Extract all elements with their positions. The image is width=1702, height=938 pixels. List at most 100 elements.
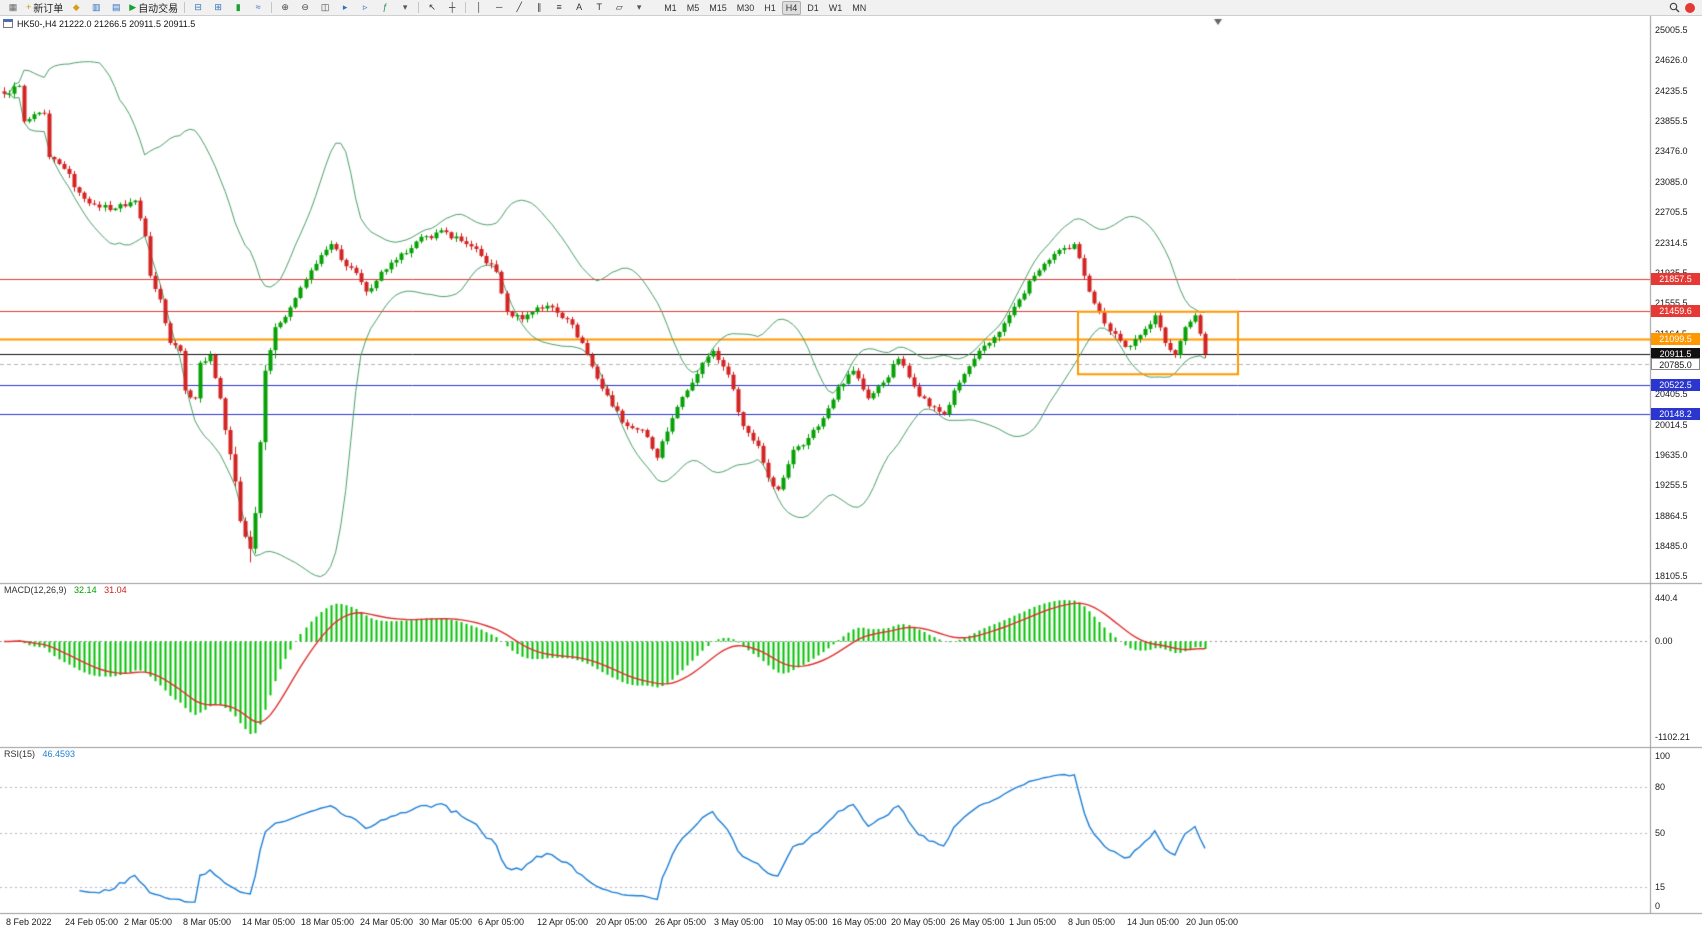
tile-vertical-icon[interactable]: ⊞ xyxy=(208,0,228,16)
price-tick: 18485.0 xyxy=(1655,540,1688,551)
shapes-dropdown-icon[interactable]: ▾ xyxy=(629,0,649,16)
timeframe-button-m30[interactable]: M30 xyxy=(736,2,755,13)
macd-indicator-label: MACD(12,26,9) 32.14 31.04 xyxy=(4,585,127,595)
timeframe-button-w1[interactable]: W1 xyxy=(828,2,843,13)
price-tick: 20014.5 xyxy=(1655,419,1688,430)
timeframe-button-mn[interactable]: MN xyxy=(852,2,867,13)
text-tool-button-glyph: A xyxy=(576,2,583,12)
price-tick: 23855.5 xyxy=(1655,116,1688,126)
price-axis[interactable] xyxy=(1650,16,1702,913)
indicators-dropdown-icon[interactable]: ▾ xyxy=(395,0,415,16)
zoom-in-icon-glyph: ⊕ xyxy=(281,2,289,12)
price-level-badge: 21099.5 xyxy=(1651,333,1700,346)
price-tick: 24626.0 xyxy=(1655,55,1688,66)
time-label: 8 Mar 05:00 xyxy=(183,917,232,927)
time-axis[interactable] xyxy=(0,913,1650,933)
rsi-name: RSI(15) xyxy=(4,749,36,759)
timeframe-button-m15[interactable]: M15 xyxy=(709,2,727,13)
crosshair-icon[interactable]: ┼ xyxy=(442,0,462,16)
search-icon[interactable] xyxy=(1669,2,1680,13)
price-tick: 18864.5 xyxy=(1655,510,1688,521)
cursor-icon[interactable]: ↖ xyxy=(422,0,442,16)
rsi-scale-label: 15 xyxy=(1655,881,1666,892)
new-order-button-glyph: + xyxy=(26,2,32,12)
navigator-icon[interactable]: ▤ xyxy=(106,0,126,16)
price-tick: 23476.0 xyxy=(1655,146,1688,157)
timeframe-button-m5[interactable]: M5 xyxy=(686,2,700,13)
tile-horizontal-icon[interactable]: ⊟ xyxy=(188,0,208,16)
tile-windows-icon[interactable]: ◫ xyxy=(315,0,335,16)
rsi-scale-label: 100 xyxy=(1655,751,1671,761)
price-tick: 24235.5 xyxy=(1655,85,1688,96)
timeframe-button-h1[interactable]: H1 xyxy=(764,2,776,13)
timeframe-button-d1[interactable]: D1 xyxy=(807,2,819,13)
time-label: 20 Jun 05:00 xyxy=(1186,917,1239,927)
vertical-line-icon[interactable]: │ xyxy=(469,0,489,16)
time-label: 26 May 05:00 xyxy=(950,917,1005,927)
notification-badge[interactable] xyxy=(1685,2,1695,13)
shapes-icon-glyph: ▱ xyxy=(615,2,623,12)
market-watch-icon-glyph: ▥ xyxy=(92,2,101,12)
time-label: 24 Mar 05:00 xyxy=(360,917,414,927)
toolbar-separator xyxy=(271,2,273,13)
price-level-badge: 21857.5 xyxy=(1651,273,1700,286)
toolbar-separator xyxy=(465,2,467,13)
chart-style-icon[interactable]: ◆ xyxy=(66,0,86,16)
line-chart-icon-glyph: ≈ xyxy=(255,2,261,12)
price-tick: 19635.0 xyxy=(1655,449,1688,460)
time-label: 8 Feb 2022 xyxy=(6,917,52,927)
price-tick: 21555.5 xyxy=(1655,298,1688,308)
auto-scroll-icon[interactable]: ▸ xyxy=(335,0,355,16)
price-tick: 21935.5 xyxy=(1655,268,1688,278)
shapes-dropdown-icon-glyph: ▾ xyxy=(636,2,642,12)
auto-trading-button[interactable]: ▶ 自动交易 xyxy=(126,0,181,16)
toolbar-separator xyxy=(418,2,420,13)
zoom-out-icon[interactable]: ⊖ xyxy=(295,0,315,16)
price-level-badge: 20148.2 xyxy=(1651,408,1700,421)
shapes-icon[interactable]: ▱ xyxy=(609,0,629,16)
price-tick: 22314.5 xyxy=(1655,237,1688,248)
price-tick: 23085.0 xyxy=(1655,176,1688,187)
new-chart-icon[interactable]: ▦ xyxy=(3,0,23,16)
trendline-icon[interactable]: ╱ xyxy=(509,0,529,16)
market-watch-icon[interactable]: ▥ xyxy=(86,0,106,16)
time-label: 3 May 05:00 xyxy=(714,917,764,927)
horizontal-line-icon[interactable]: ─ xyxy=(489,0,509,16)
fibonacci-icon-glyph: ≡ xyxy=(556,2,562,12)
new-order-button[interactable]: + 新订单 xyxy=(23,0,66,16)
chart-style-icon-glyph: ◆ xyxy=(72,2,80,12)
time-label: 20 Apr 05:00 xyxy=(596,917,648,927)
zoom-in-icon[interactable]: ⊕ xyxy=(275,0,295,16)
timeframe-button-m1[interactable]: M1 xyxy=(664,2,677,13)
fibonacci-icon[interactable]: ≡ xyxy=(549,0,569,16)
chart-window-icon[interactable] xyxy=(3,19,13,28)
price-level-badge: 20785.0 xyxy=(1651,357,1700,370)
indicators-icon[interactable]: ƒ xyxy=(375,0,395,16)
toolbar-button-group: ▦ + 新订单 ◆ ▥ ▤ ▶ 自动交易 ⊟ ⊞ ▮ ≈ ⊕ ⊖ ◫ ▸ ▹ ƒ ▾ ↖ ┼ │ ─ ╱ ∥ ≡ A T ▱ ▾ xyxy=(3,0,649,16)
price-tick: 25005.5 xyxy=(1655,25,1688,35)
price-level-badge: 20522.5 xyxy=(1651,378,1700,391)
toolbar-right-group xyxy=(1669,2,1699,13)
auto-trading-button-glyph: ▶ xyxy=(129,2,137,12)
auto-scroll-icon-glyph: ▸ xyxy=(342,2,348,12)
text-tool-button[interactable]: A xyxy=(569,0,589,16)
line-chart-icon[interactable]: ≈ xyxy=(248,0,268,16)
candlestick-chart-icon-glyph: ▮ xyxy=(235,2,241,12)
price-tick: 22705.5 xyxy=(1655,207,1688,217)
rsi-scale-label: 50 xyxy=(1655,828,1666,838)
channel-icon[interactable]: ∥ xyxy=(529,0,549,16)
chart-shift-icon[interactable]: ▹ xyxy=(355,0,375,16)
label-tool-button[interactable]: T xyxy=(589,0,609,16)
time-label: 2 Mar 05:00 xyxy=(124,917,173,927)
price-tick: 18105.5 xyxy=(1655,571,1688,581)
candlestick-chart-icon[interactable]: ▮ xyxy=(228,0,248,16)
time-label: 1 Jun 05:00 xyxy=(1009,917,1057,927)
navigator-icon-glyph: ▤ xyxy=(112,2,121,12)
macd-scale-label: 440.4 xyxy=(1655,593,1678,603)
macd-scale-label: -1102.21 xyxy=(1655,732,1690,742)
timeframe-button-h4[interactable]: H4 xyxy=(781,0,802,15)
price-tick: 20405.5 xyxy=(1655,389,1688,399)
macd-value-signal: 31.04 xyxy=(104,585,127,595)
